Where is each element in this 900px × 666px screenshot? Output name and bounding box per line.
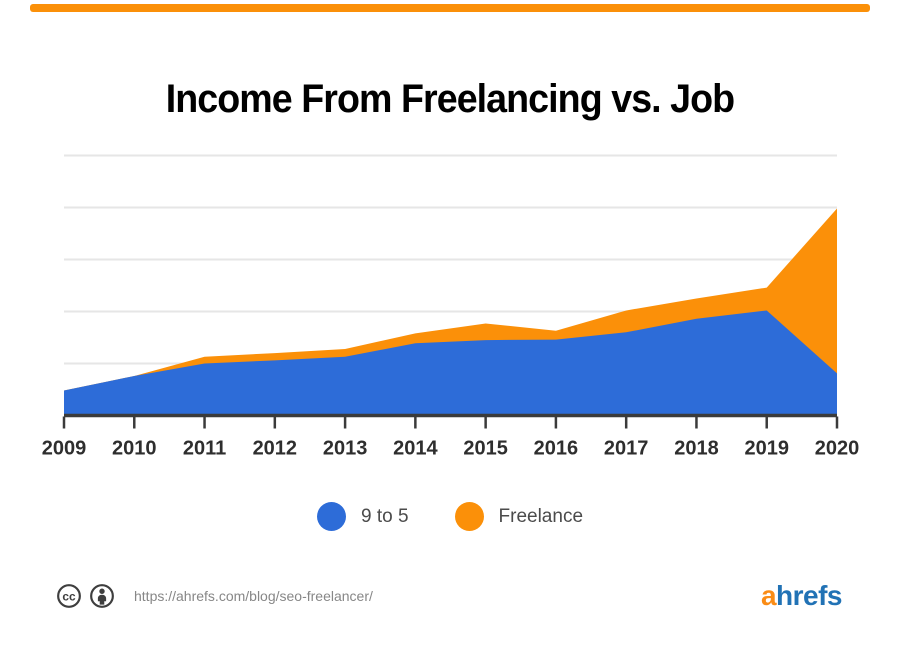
- legend-label: Freelance: [498, 505, 584, 527]
- x-tick-label: 2016: [534, 438, 579, 460]
- ahrefs-logo-a: a: [760, 580, 777, 611]
- x-tick-label: 2011: [183, 438, 226, 460]
- x-tick-label: 2012: [253, 438, 298, 460]
- svg-text:cc: cc: [62, 589, 76, 603]
- x-tick-label: 2015: [463, 438, 508, 460]
- cc-icon: cc: [57, 584, 81, 608]
- legend-item: 9 to 5: [316, 502, 409, 531]
- x-tick-label: 2013: [323, 438, 368, 460]
- x-tick-label: 2014: [393, 438, 438, 460]
- source-url: https://ahrefs.com/blog/seo-freelancer/: [134, 588, 373, 604]
- ahrefs-logo: ahrefs: [760, 580, 843, 612]
- accent-bar: [30, 4, 870, 12]
- legend-item: Freelance: [454, 502, 584, 531]
- x-tick-label: 2018: [674, 438, 719, 460]
- area-chart: 2009 2010 2011 2012 2013 2014 2015 2016 2017 2018…: [0, 140, 900, 475]
- legend-label: 9 to 5: [360, 505, 409, 527]
- ahrefs-logo-hrefs: hrefs: [776, 580, 842, 611]
- page-title: Income From Freelancing vs. Job: [165, 76, 735, 121]
- legend: 9 to 5 Freelance: [0, 502, 900, 531]
- x-tick-label: 2017: [604, 438, 649, 460]
- attribution-icon: [90, 584, 114, 608]
- legend-swatch: [316, 502, 346, 531]
- x-tick-label: 2019: [744, 438, 789, 460]
- x-tick-label: 2009: [42, 438, 87, 460]
- x-tick-label: 2010: [112, 438, 157, 460]
- footer: cc https://ahrefs.com/blog/seo-freelance…: [56, 578, 842, 614]
- legend-swatch: [454, 502, 484, 531]
- license-group: cc https://ahrefs.com/blog/seo-freelance…: [56, 583, 373, 609]
- x-tick-label: 2020: [815, 438, 860, 460]
- area-chart-svg: 2009 2010 2011 2012 2013 2014 2015 2016 2017 2018…: [42, 154, 860, 460]
